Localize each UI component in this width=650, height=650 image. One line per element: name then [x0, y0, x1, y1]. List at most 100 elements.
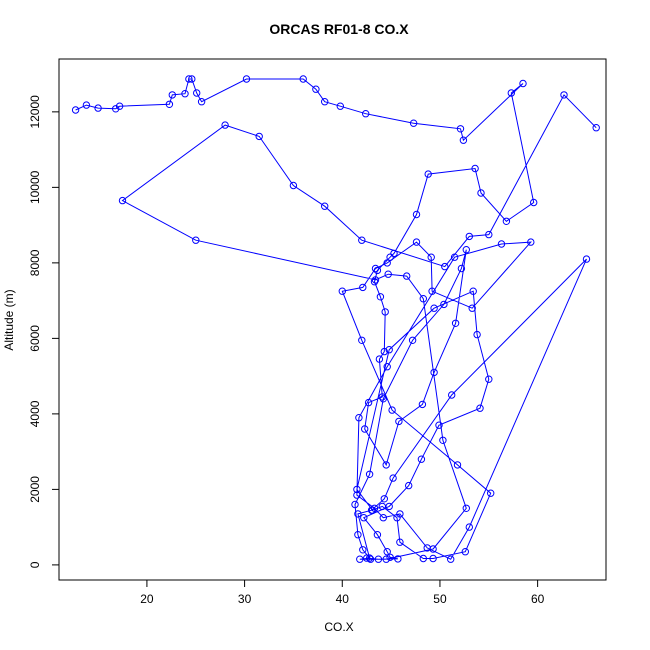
series-line: [75, 78, 597, 561]
x-tick-label: 40: [336, 592, 350, 606]
data-point: [383, 548, 391, 556]
y-tick-label: 0: [28, 561, 42, 568]
x-tick-label: 60: [531, 592, 545, 606]
data-point: [383, 259, 391, 267]
data-point: [461, 548, 469, 556]
data-point: [485, 230, 493, 239]
x-tick-label: 50: [433, 592, 447, 606]
data-point: [451, 319, 460, 327]
data-point: [371, 264, 380, 273]
data-point: [412, 238, 421, 246]
data-point: [71, 106, 80, 114]
data-point: [192, 236, 200, 244]
data-point: [197, 98, 206, 106]
data-point: [405, 481, 413, 490]
y-tick-label: 2000: [28, 476, 42, 503]
data-point: [462, 504, 470, 512]
data-point: [453, 461, 462, 469]
data-point: [388, 406, 396, 414]
data-point: [168, 91, 177, 99]
data-point: [417, 455, 426, 463]
data-point: [497, 240, 506, 248]
y-tick-label: 8000: [28, 249, 42, 276]
data-point: [165, 100, 174, 109]
data-point: [456, 125, 465, 133]
data-point: [94, 104, 102, 112]
data-point: [447, 555, 455, 563]
data-point: [424, 170, 432, 178]
data-point: [382, 555, 390, 563]
x-tick-label: 20: [140, 592, 154, 606]
data-point: [374, 555, 383, 563]
data-point: [441, 262, 449, 271]
data-point: [380, 495, 388, 503]
data-point: [395, 417, 403, 426]
data-point: [380, 347, 388, 356]
data-point: [358, 336, 366, 344]
data-point: [365, 554, 374, 562]
data-point: [465, 232, 473, 241]
data-point: [181, 90, 189, 98]
data-point: [394, 555, 402, 563]
data-point: [448, 391, 456, 399]
data-point: [396, 510, 404, 518]
data-point: [468, 304, 476, 312]
data-point: [439, 436, 447, 444]
data-point: [360, 514, 368, 522]
data-point: [338, 287, 346, 295]
data-point: [450, 253, 459, 261]
data-point: [321, 98, 329, 106]
data-point: [379, 395, 387, 403]
series-layer: [71, 75, 600, 563]
data-point: [383, 363, 391, 371]
data-point: [385, 502, 393, 511]
y-axis-label: Altitude (m): [2, 289, 16, 350]
data-point: [188, 75, 196, 83]
y-tick-label: 6000: [28, 325, 42, 352]
data-point: [193, 89, 201, 97]
data-point: [242, 75, 251, 83]
data-point: [419, 295, 427, 303]
y-axis: 0 2000 4000 6000 8000 10000 12000: [28, 95, 60, 568]
data-point: [362, 110, 370, 118]
data-point: [354, 531, 362, 539]
data-point: [507, 89, 515, 97]
data-point: [312, 85, 320, 93]
data-point: [429, 554, 437, 563]
data-point: [299, 75, 307, 83]
data-point: [378, 502, 386, 511]
data-point: [477, 189, 485, 197]
y-tick-label: 12000: [28, 95, 42, 129]
data-point: [361, 425, 369, 433]
data-point: [430, 304, 438, 312]
y-tick-label: 10000: [28, 170, 42, 204]
data-point: [382, 461, 390, 469]
plot-frame: [58, 58, 607, 581]
data-point: [465, 523, 473, 531]
y-tick-label: 4000: [28, 400, 42, 427]
data-point: [115, 102, 124, 110]
data-point: [353, 485, 361, 494]
data-point: [336, 102, 344, 110]
data-point: [430, 368, 438, 377]
data-point: [373, 266, 382, 275]
data-point: [365, 470, 374, 478]
x-axis-label: CO.X: [324, 620, 353, 634]
data-point: [471, 164, 479, 173]
data-point: [476, 404, 484, 412]
data-point: [389, 474, 397, 482]
data-point: [355, 414, 363, 422]
data-point: [435, 421, 443, 429]
data-point: [412, 210, 421, 219]
data-point: [375, 355, 384, 363]
data-point: [527, 238, 535, 246]
data-point: [358, 236, 366, 244]
data-point: [255, 132, 263, 141]
data-point: [462, 246, 470, 254]
data-point: [418, 400, 427, 409]
data-point: [427, 253, 435, 261]
data-point: [370, 278, 379, 286]
chart-title: ORCAS RF01-8 CO.X: [269, 21, 409, 37]
data-point: [221, 121, 229, 129]
